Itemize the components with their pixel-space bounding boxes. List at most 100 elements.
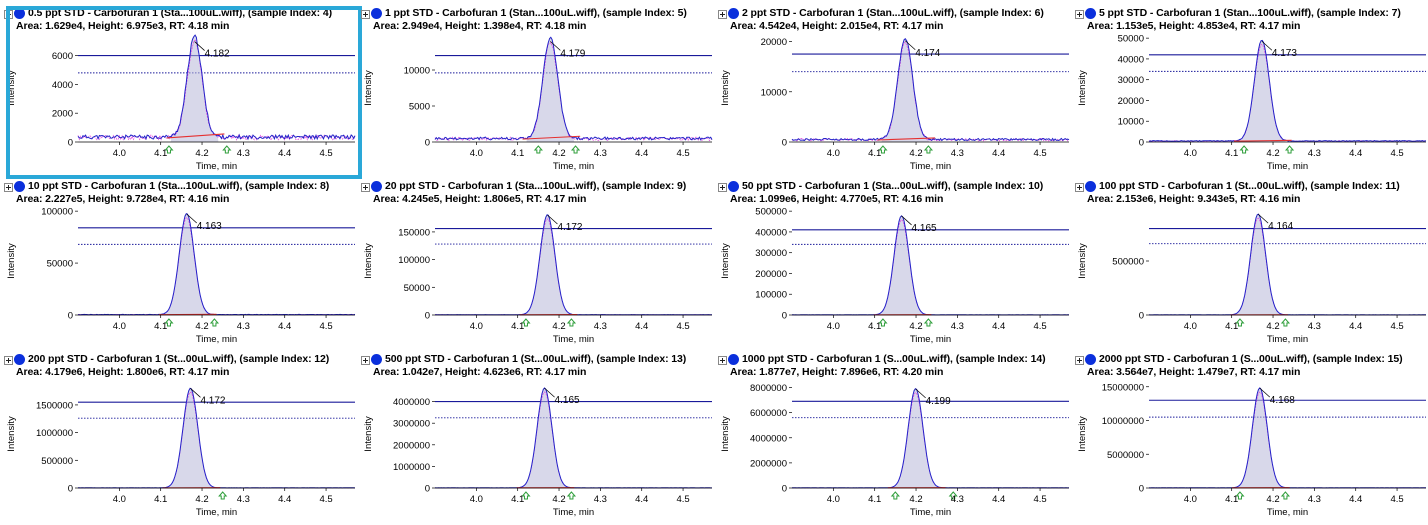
sample-dot-icon <box>371 354 382 365</box>
panel-title: 2 ppt STD - Carbofuran 1 (Stan...100uL.w… <box>742 7 1044 19</box>
y-tick-label: 3000000 <box>393 419 430 430</box>
y-tick-label: 50000 <box>404 283 430 294</box>
expand-plus-icon[interactable] <box>718 10 727 19</box>
y-tick-label: 5000 <box>409 102 430 113</box>
x-axis-label: Time, min <box>196 507 237 518</box>
x-tick-label: 4.2 <box>552 494 565 505</box>
x-tick-label: 4.5 <box>676 494 689 505</box>
integration-marker-icon <box>1286 146 1293 153</box>
y-axis-label: Intensity <box>720 243 731 279</box>
chromatogram-panel[interactable]: 50 ppt STD - Carbofuran 1 (Sta...00uL.wi… <box>714 179 1071 352</box>
x-tick-label: 4.0 <box>113 321 126 332</box>
expand-plus-icon[interactable] <box>1075 183 1084 192</box>
chromatogram-panel[interactable]: 0.5 ppt STD - Carbofuran 1 (Sta...100uL.… <box>0 6 357 179</box>
y-tick-label: 20000 <box>761 37 787 48</box>
panel-header: 200 ppt STD - Carbofuran 1 (St...00uL.wi… <box>0 352 357 378</box>
secondary-trace-line <box>78 218 355 315</box>
x-tick-label: 4.3 <box>237 494 250 505</box>
x-tick-label: 4.3 <box>594 321 607 332</box>
panel-header: 0.5 ppt STD - Carbofuran 1 (Sta...100uL.… <box>0 6 357 32</box>
expand-plus-icon[interactable] <box>361 10 370 19</box>
expand-plus-icon[interactable] <box>4 10 13 19</box>
chromatogram-panel[interactable]: 2 ppt STD - Carbofuran 1 (Stan...100uL.w… <box>714 6 1071 179</box>
expand-plus-icon[interactable] <box>4 183 13 192</box>
apex-rt-label: 4.174 <box>915 48 940 59</box>
panel-title: 20 ppt STD - Carbofuran 1 (Sta...100uL.w… <box>385 180 686 192</box>
x-tick-label: 4.2 <box>195 494 208 505</box>
y-tick-label: 40000 <box>1118 54 1144 65</box>
chromatogram-panel[interactable]: 100 ppt STD - Carbofuran 1 (St...00uL.wi… <box>1071 179 1428 352</box>
x-tick-label: 4.1 <box>511 148 524 159</box>
panel-header: 1 ppt STD - Carbofuran 1 (Stan...100uL.w… <box>357 6 714 32</box>
expand-plus-icon[interactable] <box>718 356 727 365</box>
x-tick-label: 4.3 <box>237 148 250 159</box>
expand-plus-icon[interactable] <box>718 183 727 192</box>
y-tick-label: 2000000 <box>750 458 787 469</box>
y-tick-label: 500000 <box>1112 257 1144 268</box>
x-tick-label: 4.1 <box>1225 321 1238 332</box>
sample-dot-icon <box>14 354 25 365</box>
x-axis-label: Time, min <box>196 334 237 345</box>
sample-dot-icon <box>14 181 25 192</box>
y-axis-label: Intensity <box>363 416 374 452</box>
expand-plus-icon[interactable] <box>361 183 370 192</box>
panel-title: 500 ppt STD - Carbofuran 1 (St...00uL.wi… <box>385 353 686 365</box>
panel-title: 50 ppt STD - Carbofuran 1 (Sta...00uL.wi… <box>742 180 1043 192</box>
expand-plus-icon[interactable] <box>361 356 370 365</box>
chromatogram-panel[interactable]: 1000 ppt STD - Carbofuran 1 (S...00uL.wi… <box>714 352 1071 525</box>
y-tick-label: 0 <box>782 138 787 149</box>
x-tick-label: 4.1 <box>511 494 524 505</box>
chromatogram-panel[interactable]: 200 ppt STD - Carbofuran 1 (St...00uL.wi… <box>0 352 357 525</box>
panel-title: 0.5 ppt STD - Carbofuran 1 (Sta...100uL.… <box>28 7 332 19</box>
x-tick-label: 4.4 <box>278 148 291 159</box>
apex-rt-label: 4.182 <box>205 49 230 60</box>
x-tick-label: 4.2 <box>195 148 208 159</box>
integration-marker-icon <box>925 146 932 153</box>
y-tick-label: 15000000 <box>1102 382 1144 393</box>
y-axis-label: Intensity <box>720 70 731 106</box>
chromatogram-panel[interactable]: 500 ppt STD - Carbofuran 1 (St...00uL.wi… <box>357 352 714 525</box>
x-tick-label: 4.2 <box>1266 148 1279 159</box>
x-tick-label: 4.4 <box>635 321 648 332</box>
secondary-trace-line <box>1149 218 1426 315</box>
chromatogram-panel[interactable]: 1 ppt STD - Carbofuran 1 (Stan...100uL.w… <box>357 6 714 179</box>
x-axis-label: Time, min <box>553 334 594 345</box>
x-axis-label: Time, min <box>553 507 594 518</box>
chromatogram-panel[interactable]: 20 ppt STD - Carbofuran 1 (Sta...100uL.w… <box>357 179 714 352</box>
secondary-trace-line <box>792 220 1069 315</box>
y-tick-label: 400000 <box>755 227 787 238</box>
apex-rt-label: 4.179 <box>560 48 585 59</box>
chromatogram-panel[interactable]: 10 ppt STD - Carbofuran 1 (Sta...100uL.w… <box>0 179 357 352</box>
panel-stats: Area: 1.877e7, Height: 7.896e6, RT: 4.20… <box>730 366 943 378</box>
y-tick-label: 200000 <box>755 269 787 280</box>
panel-title: 5 ppt STD - Carbofuran 1 (Stan...100uL.w… <box>1099 7 1401 19</box>
x-tick-label: 4.4 <box>992 321 1005 332</box>
x-tick-label: 4.3 <box>594 148 607 159</box>
y-tick-label: 0 <box>68 138 73 149</box>
x-tick-label: 4.0 <box>113 148 126 159</box>
chromatogram-panel[interactable]: 5 ppt STD - Carbofuran 1 (Stan...100uL.w… <box>1071 6 1428 179</box>
apex-rt-label: 4.165 <box>555 395 580 406</box>
expand-plus-icon[interactable] <box>1075 10 1084 19</box>
x-tick-label: 4.3 <box>1308 148 1321 159</box>
expand-plus-icon[interactable] <box>4 356 13 365</box>
y-tick-label: 10000 <box>761 87 787 98</box>
x-tick-label: 4.5 <box>319 321 332 332</box>
chromatogram-panel[interactable]: 2000 ppt STD - Carbofuran 1 (S...00uL.wi… <box>1071 352 1428 525</box>
expand-plus-icon[interactable] <box>1075 356 1084 365</box>
x-tick-label: 4.1 <box>868 494 881 505</box>
y-tick-label: 0 <box>782 484 787 495</box>
x-tick-label: 4.5 <box>1033 494 1046 505</box>
x-tick-label: 4.4 <box>1349 494 1362 505</box>
panel-header: 500 ppt STD - Carbofuran 1 (St...00uL.wi… <box>357 352 714 378</box>
y-tick-label: 1000000 <box>36 428 73 439</box>
x-tick-label: 4.0 <box>827 494 840 505</box>
integration-marker-icon <box>223 146 230 153</box>
x-tick-label: 4.4 <box>992 148 1005 159</box>
